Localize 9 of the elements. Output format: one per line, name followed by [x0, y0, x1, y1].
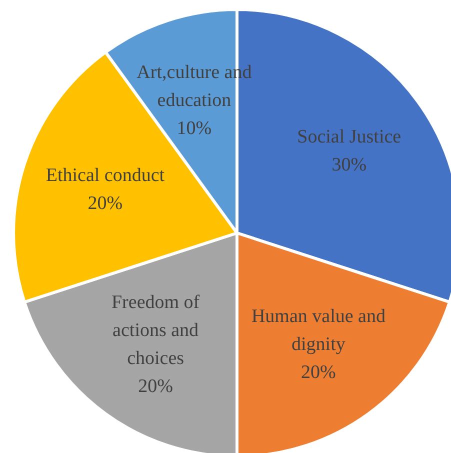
slice-label: Human value and dignity — [251, 306, 386, 356]
data-label: 20% — [138, 376, 174, 398]
data-label: 30% — [332, 154, 367, 176]
slice-label: Freedom of actions and choices — [111, 292, 200, 370]
data-label: 10% — [176, 118, 212, 140]
data-label: 20% — [88, 193, 123, 214]
slice-label: Ethical conduct — [46, 165, 166, 186]
data-label: 20% — [301, 362, 336, 384]
slice-label: Social Justice — [297, 126, 402, 148]
